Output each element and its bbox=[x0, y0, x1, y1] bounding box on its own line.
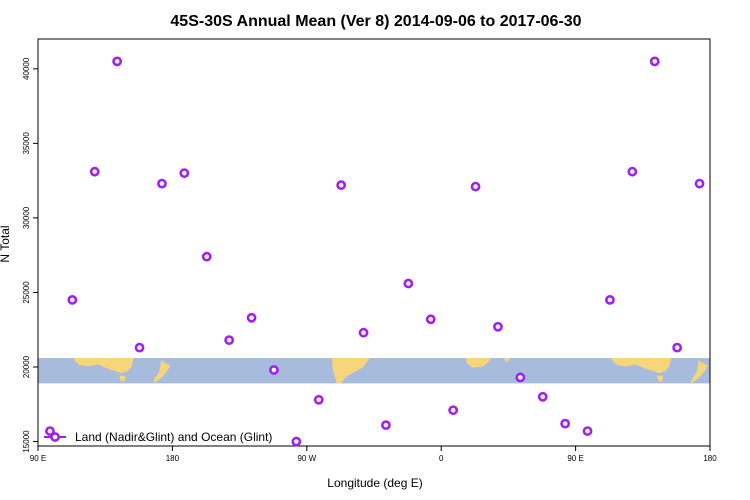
data-point bbox=[89, 166, 100, 177]
data-point bbox=[45, 426, 55, 436]
data-point bbox=[605, 294, 615, 305]
data-point bbox=[493, 321, 503, 332]
data-point bbox=[582, 426, 593, 436]
legend-label: Land (Nadir&Glint) and Ocean (Glint) bbox=[75, 430, 272, 444]
x-tick-label: 180 bbox=[703, 454, 717, 463]
data-point bbox=[403, 278, 414, 289]
data-point bbox=[134, 342, 145, 353]
data-point bbox=[67, 294, 78, 305]
world-map-band bbox=[38, 358, 710, 384]
data-point bbox=[336, 180, 347, 191]
legend-marker bbox=[50, 432, 60, 442]
x-axis-label: Longitude (deg E) bbox=[327, 476, 422, 490]
legend: Land (Nadir&Glint) and Ocean (Glint) bbox=[44, 430, 272, 444]
x-tick-label: 90 E bbox=[567, 454, 583, 463]
data-point bbox=[291, 436, 302, 447]
x-axis: 90 E 180 90 W 0 90 E 180 bbox=[30, 446, 717, 463]
tasmania-land bbox=[657, 375, 663, 382]
tasmania-land bbox=[119, 375, 126, 382]
new-zealand-land bbox=[153, 360, 171, 384]
plot-frame bbox=[37, 38, 711, 447]
data-point bbox=[560, 418, 571, 429]
y-axis: 15000 20000 25000 30000 35000 40000 bbox=[22, 57, 38, 453]
data-point bbox=[537, 391, 548, 402]
data-point bbox=[448, 405, 459, 416]
data-point bbox=[179, 168, 190, 179]
data-point bbox=[224, 335, 235, 346]
y-axis-label: N Total bbox=[0, 225, 12, 262]
madagascar-land bbox=[503, 358, 510, 362]
africa-land bbox=[465, 358, 491, 368]
data-point bbox=[672, 342, 683, 353]
australia-land bbox=[611, 358, 672, 374]
data-points bbox=[45, 56, 705, 447]
data-point bbox=[358, 327, 369, 338]
new-zealand-land bbox=[690, 360, 708, 384]
data-point bbox=[470, 181, 481, 192]
x-tick-label: 90 E bbox=[30, 454, 46, 463]
y-tick-label: 25000 bbox=[22, 281, 31, 304]
data-point bbox=[201, 251, 212, 262]
x-tick-label: 0 bbox=[439, 454, 444, 463]
data-point bbox=[694, 178, 705, 189]
chart-title: 45S-30S Annual Mean (Ver 8) 2014-09-06 t… bbox=[170, 13, 581, 30]
data-point bbox=[649, 56, 660, 67]
y-tick-label: 20000 bbox=[22, 355, 31, 378]
y-tick-label: 30000 bbox=[22, 206, 31, 229]
data-point bbox=[157, 178, 167, 189]
data-point bbox=[313, 394, 324, 405]
data-point bbox=[515, 372, 526, 383]
australia-land bbox=[73, 358, 134, 374]
data-point bbox=[627, 166, 638, 177]
south-america-land bbox=[332, 358, 370, 384]
x-tick-label: 90 W bbox=[297, 454, 316, 463]
y-tick-label: 40000 bbox=[22, 57, 31, 80]
data-point bbox=[425, 314, 436, 325]
data-point bbox=[246, 312, 257, 323]
x-tick-label: 180 bbox=[166, 454, 180, 463]
data-point bbox=[269, 365, 279, 375]
ocean-band bbox=[38, 358, 710, 384]
data-point bbox=[112, 56, 123, 67]
y-tick-label: 35000 bbox=[22, 132, 31, 155]
data-point bbox=[381, 420, 391, 431]
y-tick-label: 15000 bbox=[22, 430, 31, 453]
